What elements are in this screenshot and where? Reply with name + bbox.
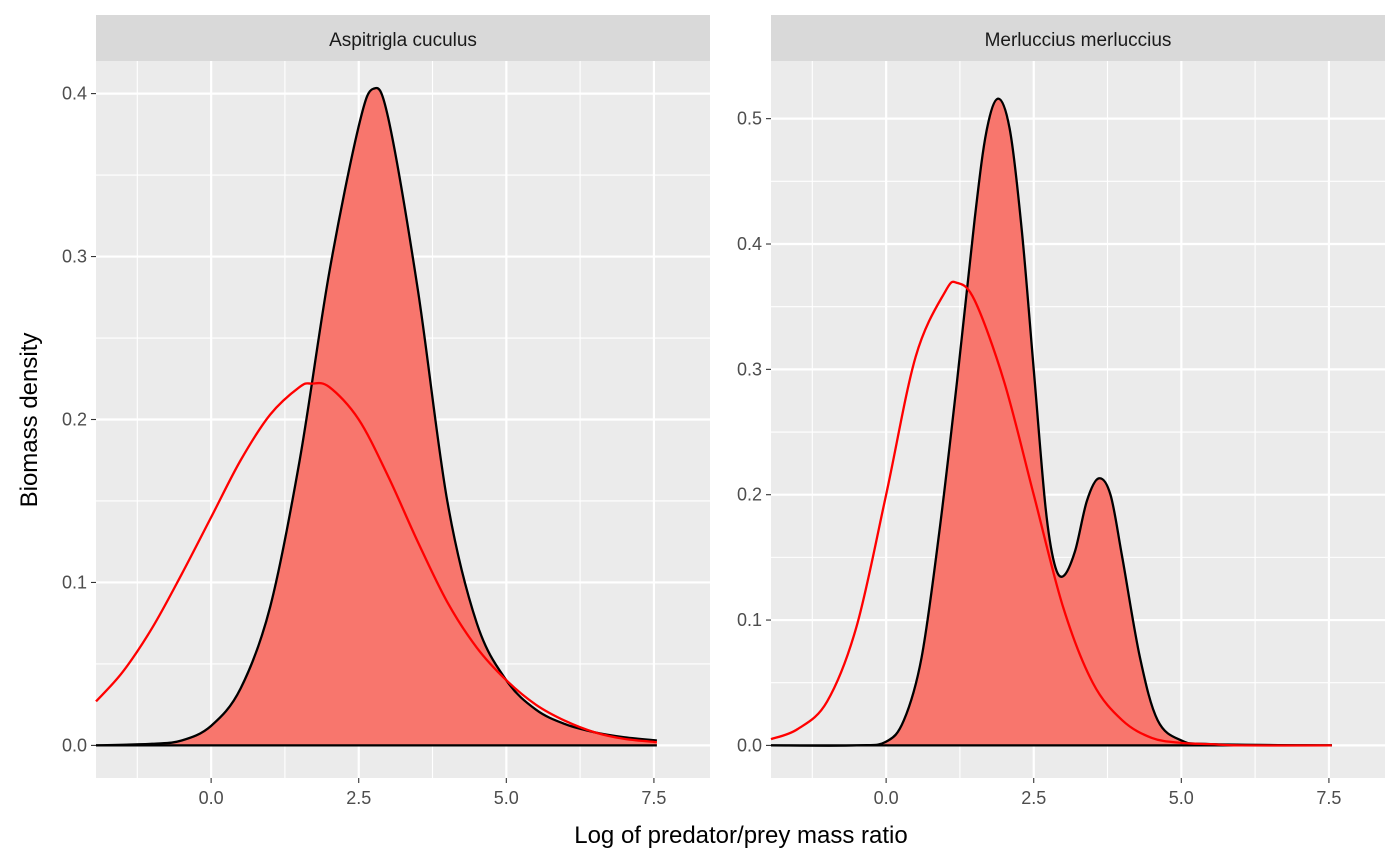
facet-plot-area-right: 0.0 2.5 5.0 7.5 0.0 0.1 0.2 0.3 0.4 0.5 bbox=[737, 61, 1385, 808]
strip-label-left: Aspitrigla cuculus bbox=[329, 30, 477, 51]
density-area-outline-right bbox=[770, 97, 1332, 747]
y-tick-label-right-4: 0.4 bbox=[737, 234, 762, 254]
facet-panel-right: Merluccius merluccius 0.0 2.5 5.0 7.5 0.0 0.1… bbox=[737, 15, 1385, 808]
y-tick-label-right-2: 0.2 bbox=[737, 485, 762, 505]
x-tick-label-left-2: 5.0 bbox=[494, 788, 519, 808]
density-area-fill-left bbox=[96, 88, 657, 746]
x-tick-label-left-3: 7.5 bbox=[641, 788, 666, 808]
density-area-fill-right bbox=[771, 98, 1332, 746]
x-tick-label-left-0: 0.0 bbox=[199, 788, 224, 808]
x-tick-label-left-1: 2.5 bbox=[346, 788, 371, 808]
x-tick-label-right-2: 5.0 bbox=[1169, 788, 1194, 808]
y-tick-label-right-1: 0.1 bbox=[737, 610, 762, 630]
strip-background-left bbox=[96, 15, 710, 61]
facet-panel-left: Aspitrigla cuculus 0.0 2.5 5.0 7.5 0.0 0.1 0.2… bbox=[62, 15, 710, 808]
x-tick-label-right-1: 2.5 bbox=[1021, 788, 1046, 808]
y-tick-label-right-3: 0.3 bbox=[737, 359, 762, 379]
strip-background-right bbox=[771, 15, 1385, 61]
y-tick-label-left-2: 0.2 bbox=[62, 410, 87, 430]
y-tick-label-right-5: 0.5 bbox=[737, 109, 762, 129]
density-line-right bbox=[770, 280, 1332, 747]
density-area-outline-left bbox=[95, 86, 657, 747]
facet-plot-area-left: 0.0 2.5 5.0 7.5 0.0 0.1 0.2 0.3 0.4 bbox=[62, 61, 710, 808]
strip-label-right: Merluccius merluccius bbox=[985, 30, 1172, 51]
density-line-left bbox=[95, 381, 657, 744]
x-axis-title: Log of predator/prey mass ratio bbox=[574, 822, 908, 849]
y-tick-label-right-0: 0.0 bbox=[737, 735, 762, 755]
x-tick-label-right-0: 0.0 bbox=[874, 788, 899, 808]
y-tick-label-left-0: 0.0 bbox=[62, 735, 87, 755]
y-tick-label-left-1: 0.1 bbox=[62, 572, 87, 592]
x-tick-label-right-3: 7.5 bbox=[1316, 788, 1341, 808]
y-axis-title: Biomass density bbox=[16, 333, 43, 508]
y-tick-label-left-3: 0.3 bbox=[62, 247, 87, 267]
y-tick-label-left-4: 0.4 bbox=[62, 84, 87, 104]
